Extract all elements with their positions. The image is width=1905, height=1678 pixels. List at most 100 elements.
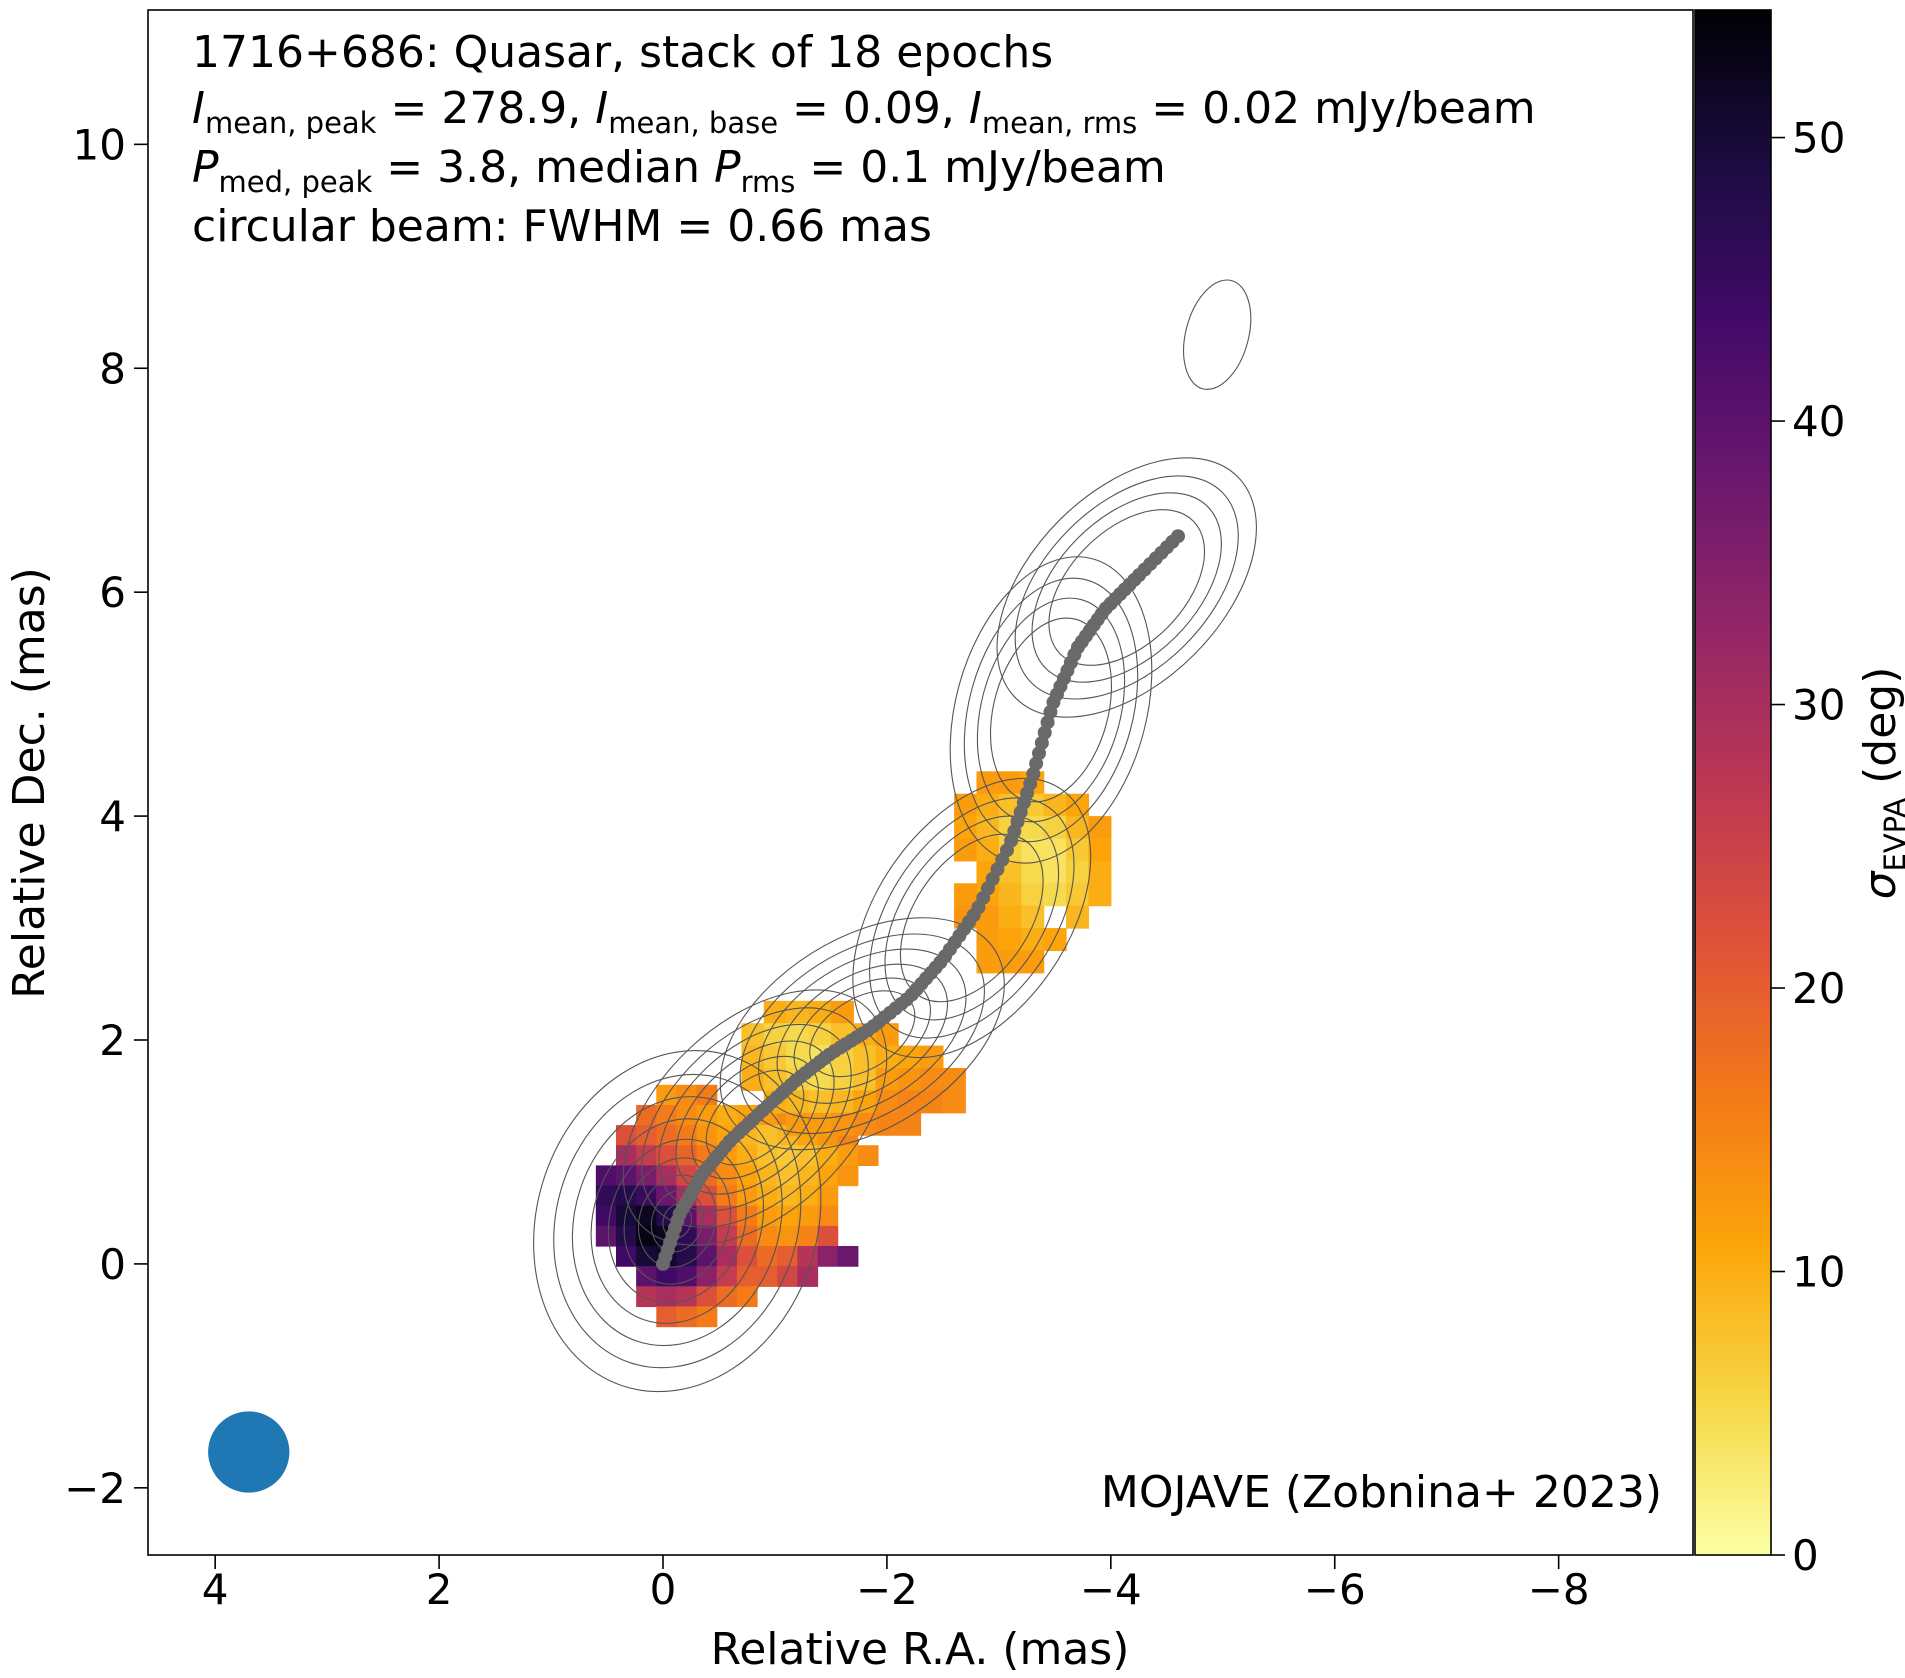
heatmap-cell <box>830 1067 854 1091</box>
contour-line <box>852 777 1092 1059</box>
heatmap-cell <box>942 1067 966 1091</box>
heatmap-cell <box>797 1205 819 1227</box>
heatmap-cell <box>830 1112 854 1136</box>
colorbar: 0 10 20 30 40 50 σEVPA (deg) <box>1694 9 1905 1580</box>
y-tick-label: −2 <box>64 1464 126 1513</box>
heatmap-cell <box>998 771 1022 795</box>
heatmap-cell <box>676 1306 698 1328</box>
heatmap-cell <box>656 1185 678 1207</box>
heatmap-cell <box>817 1205 839 1227</box>
heatmap-cell <box>1021 928 1045 952</box>
heatmap-cell <box>736 1205 758 1227</box>
heatmap-cell <box>1088 816 1112 840</box>
heatmap-cell <box>656 1266 678 1287</box>
heatmap-cell <box>1043 928 1067 952</box>
heatmap-cell <box>786 1000 810 1024</box>
heatmap-cell <box>857 1145 879 1166</box>
contour-line <box>1183 279 1252 390</box>
x-tick-label: −6 <box>1304 1565 1366 1614</box>
heatmap-cell <box>797 1225 819 1247</box>
heatmap-cell <box>808 1090 832 1114</box>
heatmap-cell <box>1043 883 1067 907</box>
colorbar-tick-label: 0 <box>1792 1531 1819 1580</box>
heatmap-cell <box>736 1225 758 1247</box>
heatmap-cell <box>656 1286 678 1308</box>
heatmap-cell <box>676 1225 698 1247</box>
contour-line <box>1031 492 1222 683</box>
heatmap-cell <box>615 1145 637 1166</box>
colorbar-tick-label: 10 <box>1792 1248 1845 1297</box>
heatmap-cell <box>716 1205 738 1227</box>
heatmap-cell <box>797 1165 819 1187</box>
heatmap-cell <box>998 883 1022 907</box>
contour-line <box>868 797 1075 1039</box>
contour-line <box>949 556 1153 864</box>
heatmap-cell <box>1088 838 1112 862</box>
heatmap-cell <box>817 1185 839 1207</box>
y-tick-label: 8 <box>99 344 126 393</box>
x-tick-label: 0 <box>650 1565 677 1614</box>
heatmap-cell <box>757 1266 778 1287</box>
heatmap-cell <box>656 1145 678 1166</box>
y-tick-label: 0 <box>99 1240 126 1289</box>
y-tick-label: 4 <box>99 792 126 841</box>
x-tick-label: −8 <box>1528 1565 1590 1614</box>
heatmap-cell <box>786 1045 810 1069</box>
heatmap-cell <box>716 1185 738 1207</box>
heatmap-cell <box>808 1000 832 1024</box>
heatmap-cell <box>716 1165 738 1187</box>
plot-area <box>208 279 1257 1493</box>
heatmap-cell <box>853 1112 877 1136</box>
header-line-3: Pmed, peak = 3.8, median Prms = 0.1 mJy/… <box>192 142 1166 199</box>
x-axis: 4 2 0 −2 −4 −6 −8 <box>202 1555 1590 1614</box>
x-tick-label: −2 <box>856 1565 918 1614</box>
x-tick-label: 2 <box>426 1565 453 1614</box>
heatmap-cell <box>757 1165 778 1187</box>
heatmap-cell <box>595 1225 617 1247</box>
heatmap-cell <box>976 928 1000 952</box>
pol-region-inner-jet <box>741 1000 966 1136</box>
heatmap-cell <box>696 1286 718 1308</box>
heatmap-cell <box>676 1084 698 1106</box>
heatmap-cell <box>786 1112 810 1136</box>
heatmap-cell <box>1043 816 1067 840</box>
heatmap-cell <box>817 1225 839 1247</box>
heatmap-cell <box>1021 950 1045 974</box>
heatmap-cell <box>736 1165 758 1187</box>
x-tick-label: 4 <box>202 1565 229 1614</box>
heatmap-cell <box>777 1246 798 1267</box>
heatmap-cell <box>808 1023 832 1047</box>
heatmap-cell <box>615 1125 637 1146</box>
heatmap-cell <box>777 1165 798 1187</box>
heatmap-cell <box>741 1023 765 1047</box>
contour-line <box>1014 475 1239 700</box>
heatmap-cell <box>757 1145 778 1166</box>
heatmap-cell <box>615 1225 637 1247</box>
contour-line <box>739 933 985 1135</box>
heatmap-cell <box>696 1266 718 1287</box>
heatmap-cell <box>817 1165 839 1187</box>
heatmap-cell <box>656 1165 678 1187</box>
colorbar-ticks: 0 10 20 30 40 50 <box>1771 114 1845 1580</box>
pol-region-outer-jet <box>954 771 1112 974</box>
heatmap-cell <box>595 1165 617 1187</box>
header-line-1: 1716+686: Quasar, stack of 18 epochs <box>192 27 1053 78</box>
heatmap-cell <box>696 1205 718 1227</box>
beam-circle <box>208 1411 290 1493</box>
heatmap-cell <box>920 1067 944 1091</box>
heatmap-cell <box>716 1246 738 1267</box>
heatmap-cell <box>998 928 1022 952</box>
heatmap-cell <box>696 1084 718 1106</box>
heatmap-cell <box>696 1225 718 1247</box>
heatmap-cell <box>777 1205 798 1227</box>
heatmap-cell <box>797 1266 819 1287</box>
heatmap-cell <box>875 1067 899 1091</box>
heatmap-cell <box>615 1165 637 1187</box>
colorbar-tick-label: 50 <box>1792 114 1845 163</box>
y-axis-label: Relative Dec. (mas) <box>4 567 55 999</box>
y-tick-label: 6 <box>99 568 126 617</box>
heatmap-cell <box>898 1090 922 1114</box>
heatmap-cell <box>797 1246 819 1267</box>
